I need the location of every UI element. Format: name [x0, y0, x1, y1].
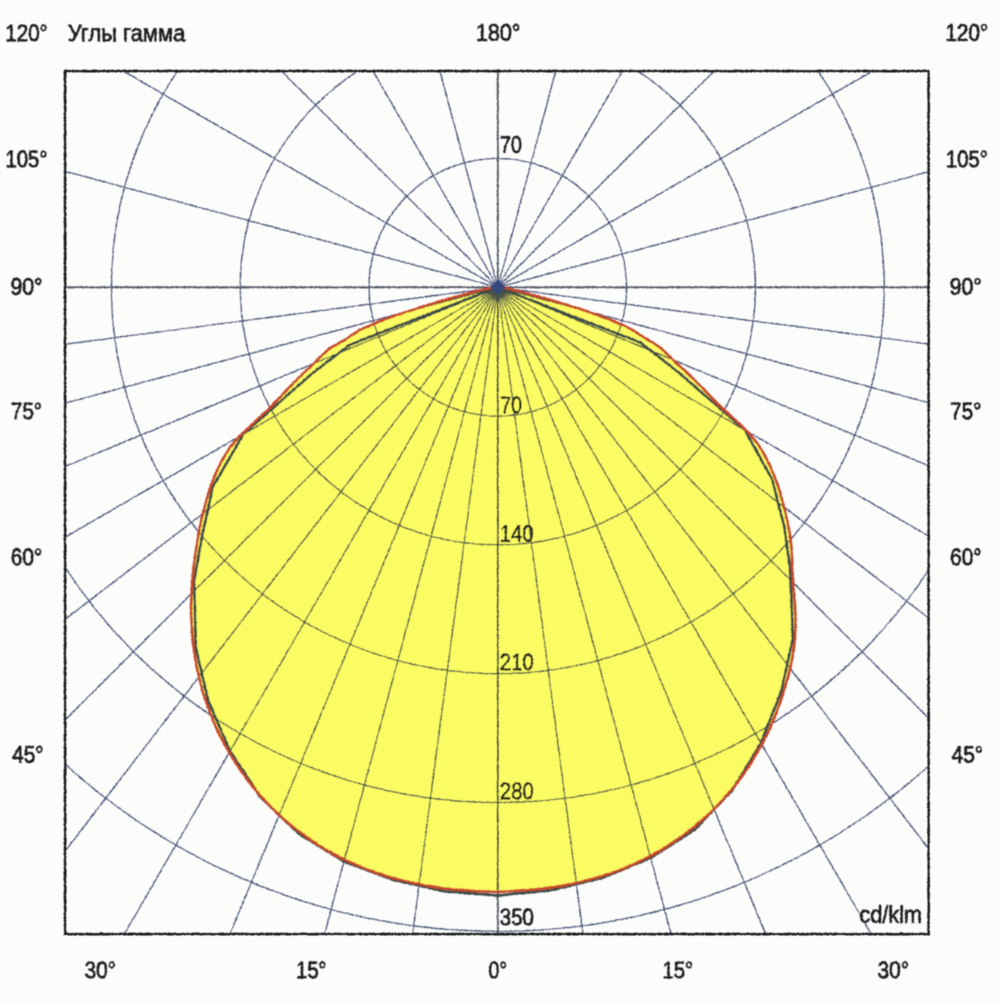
svg-text:280: 280 — [500, 778, 534, 805]
svg-text:30°: 30° — [877, 957, 909, 984]
svg-text:60°: 60° — [950, 544, 982, 571]
svg-text:210: 210 — [500, 649, 534, 676]
svg-text:120°: 120° — [945, 20, 988, 47]
svg-text:75°: 75° — [11, 398, 42, 425]
svg-text:70: 70 — [500, 392, 522, 419]
svg-text:105°: 105° — [5, 146, 47, 173]
svg-text:15°: 15° — [662, 957, 693, 984]
svg-text:Углы гамма: Углы гамма — [68, 20, 186, 47]
svg-text:75°: 75° — [950, 398, 981, 425]
svg-text:45°: 45° — [12, 742, 44, 769]
svg-text:350: 350 — [500, 904, 534, 931]
svg-text:90°: 90° — [950, 274, 982, 301]
svg-text:70: 70 — [500, 131, 522, 158]
svg-text:60°: 60° — [10, 544, 42, 571]
svg-text:120°: 120° — [5, 20, 48, 47]
svg-text:30°: 30° — [84, 957, 116, 984]
svg-text:105°: 105° — [946, 146, 988, 173]
svg-text:15°: 15° — [296, 957, 327, 984]
svg-text:140: 140 — [500, 521, 534, 548]
svg-text:cd/klm: cd/klm — [859, 901, 922, 928]
svg-text:45°: 45° — [951, 742, 983, 769]
svg-text:0°: 0° — [488, 957, 507, 984]
svg-text:90°: 90° — [10, 274, 42, 301]
svg-text:180°: 180° — [475, 20, 520, 47]
